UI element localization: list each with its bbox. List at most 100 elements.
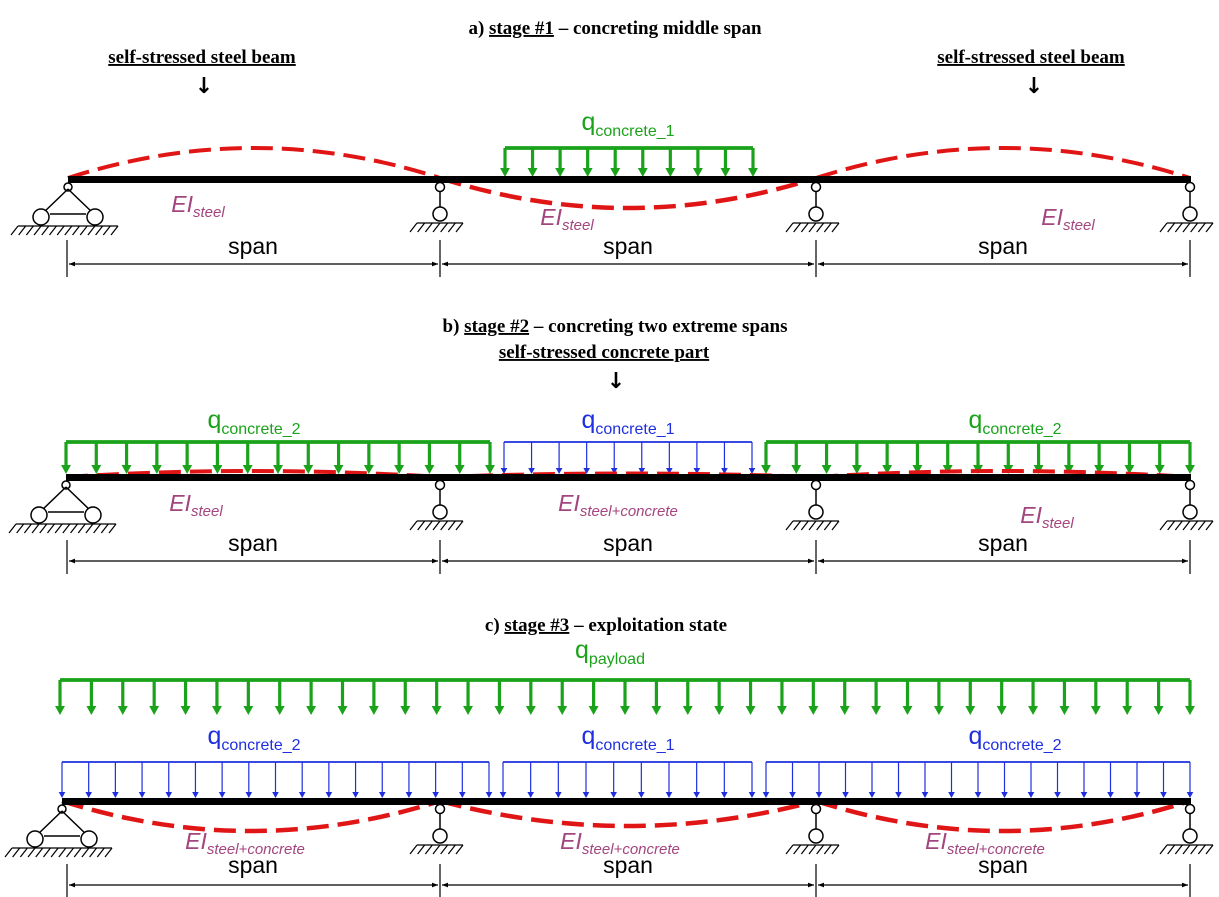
load-arrow-head bbox=[721, 468, 728, 474]
ground-hatch bbox=[831, 844, 840, 855]
load-arrow-head bbox=[921, 792, 929, 798]
load-arrow-head bbox=[789, 792, 796, 798]
stage-b-load-mid-label: qconcrete_1 bbox=[581, 406, 674, 438]
ground-hatch bbox=[54, 523, 63, 534]
roller-top-joint bbox=[434, 803, 446, 815]
ground-hatch bbox=[1190, 222, 1199, 233]
ground-hatch bbox=[800, 222, 809, 233]
ground-hatch bbox=[62, 523, 71, 534]
stage-a-note-right: self-stressed steel beam bbox=[937, 47, 1125, 68]
load-arrow-head bbox=[212, 465, 223, 474]
ground-hatch bbox=[50, 847, 59, 858]
ground-hatch bbox=[89, 847, 98, 858]
load-arrow-head bbox=[363, 465, 374, 474]
load-arrow-head bbox=[555, 468, 563, 474]
ground-hatch bbox=[1174, 844, 1183, 855]
stage-a-load-mid bbox=[500, 146, 758, 177]
load-arrow-head bbox=[933, 706, 944, 715]
load-arrow-head bbox=[117, 706, 128, 715]
load-arrow-head bbox=[610, 792, 617, 798]
ground-hatch bbox=[10, 225, 19, 236]
stage-a-note-left-arrow: ↓ bbox=[195, 74, 213, 99]
load-arrow-head bbox=[868, 792, 876, 798]
load-arrow-head bbox=[368, 706, 379, 715]
ground-hatch bbox=[104, 847, 113, 858]
load-arrow-head bbox=[1054, 792, 1061, 798]
stage-b-dimension-line bbox=[66, 540, 1191, 574]
load-arrow-head bbox=[1028, 706, 1039, 715]
ground-hatch bbox=[31, 523, 40, 534]
stage-b-ei-2: EIsteel+concrete bbox=[558, 490, 678, 520]
ground-hatch bbox=[793, 844, 802, 855]
load-arrow-head bbox=[58, 792, 66, 798]
ground-hatch bbox=[432, 844, 441, 855]
stage-a-span-label-3: span bbox=[978, 233, 1028, 259]
ground-hatch bbox=[785, 520, 794, 531]
roller-top-joint bbox=[434, 181, 446, 193]
stage-c-load-payload bbox=[55, 678, 1195, 715]
ground-hatch bbox=[64, 225, 73, 236]
load-arrow-head bbox=[815, 792, 823, 798]
load-arrow-head bbox=[527, 792, 534, 798]
stage-a-title: a) stage #1 – concreting middle span bbox=[468, 18, 762, 39]
ground-hatch bbox=[816, 844, 825, 855]
load-arrow-head bbox=[149, 706, 160, 715]
stage-a-deflected-shape-2 bbox=[439, 175, 817, 211]
load-arrow-head bbox=[748, 468, 756, 474]
ground-hatch bbox=[79, 225, 88, 236]
load-arrow-head bbox=[1185, 706, 1195, 715]
stage-c-load-left bbox=[58, 761, 493, 798]
load-arrow-head bbox=[432, 792, 439, 798]
load-arrow-head bbox=[996, 706, 1007, 715]
load-arrow-head bbox=[761, 465, 771, 474]
ground-hatch bbox=[808, 520, 817, 531]
roller-top-joint bbox=[810, 803, 822, 815]
roller-wheel bbox=[432, 828, 448, 844]
load-arrow-head bbox=[1185, 465, 1195, 474]
load-arrow-head bbox=[182, 465, 193, 474]
stage-c-load-right-label: qconcrete_2 bbox=[968, 722, 1061, 754]
load-arrow-head bbox=[485, 465, 495, 474]
roller-top-joint bbox=[810, 181, 822, 193]
stage-a-support-roller-3 bbox=[1159, 181, 1214, 233]
pin-roller-right bbox=[84, 506, 102, 524]
load-arrow-head bbox=[180, 706, 191, 715]
ground-hatch bbox=[8, 523, 17, 534]
load-arrow-head bbox=[714, 706, 725, 715]
load-arrow-head bbox=[948, 792, 955, 798]
ground-hatch bbox=[440, 520, 449, 531]
ground-hatch bbox=[18, 225, 27, 236]
load-arrow-head bbox=[902, 706, 913, 715]
load-arrow-head bbox=[588, 706, 599, 715]
stage-a-note-left: self-stressed steel beam bbox=[108, 47, 296, 68]
ground-hatch bbox=[424, 520, 433, 531]
roller-top-joint bbox=[434, 479, 446, 491]
pin-joint bbox=[61, 480, 71, 490]
ground-hatch bbox=[1167, 222, 1176, 233]
load-arrow-head bbox=[1090, 706, 1101, 715]
load-arrow-head bbox=[851, 465, 862, 474]
ground-hatch bbox=[800, 844, 809, 855]
stage-b-title: b) stage #2 – concreting two extreme spa… bbox=[443, 316, 788, 337]
stage-c-deflected-shape-1 bbox=[61, 798, 441, 834]
stage-c-load-top-label: qpayload bbox=[575, 636, 645, 668]
load-arrow-head bbox=[871, 706, 882, 715]
load-arrow-head bbox=[720, 168, 731, 177]
load-arrow-head bbox=[721, 792, 728, 798]
ground-hatch bbox=[808, 222, 817, 233]
load-arrow-head bbox=[1107, 792, 1114, 798]
stage-a-ei-2: EIsteel bbox=[540, 204, 594, 234]
stage-b-load-right-label: qconcrete_2 bbox=[968, 406, 1061, 438]
ground-hatch bbox=[417, 520, 426, 531]
ground-hatch bbox=[87, 225, 96, 236]
stage-c: c) stage #3 – exploitation state qpayloa… bbox=[4, 615, 1214, 897]
roller-wheel bbox=[432, 206, 448, 222]
pin-roller-left bbox=[26, 830, 44, 848]
stage-a-note-right-arrow: ↓ bbox=[1025, 74, 1043, 99]
ground-hatch bbox=[19, 847, 28, 858]
load-arrow-head bbox=[610, 468, 618, 474]
load-arrow-head bbox=[525, 706, 536, 715]
load-arrow-head bbox=[745, 706, 756, 715]
ground-hatch bbox=[42, 847, 51, 858]
load-arrow-head bbox=[1059, 706, 1070, 715]
